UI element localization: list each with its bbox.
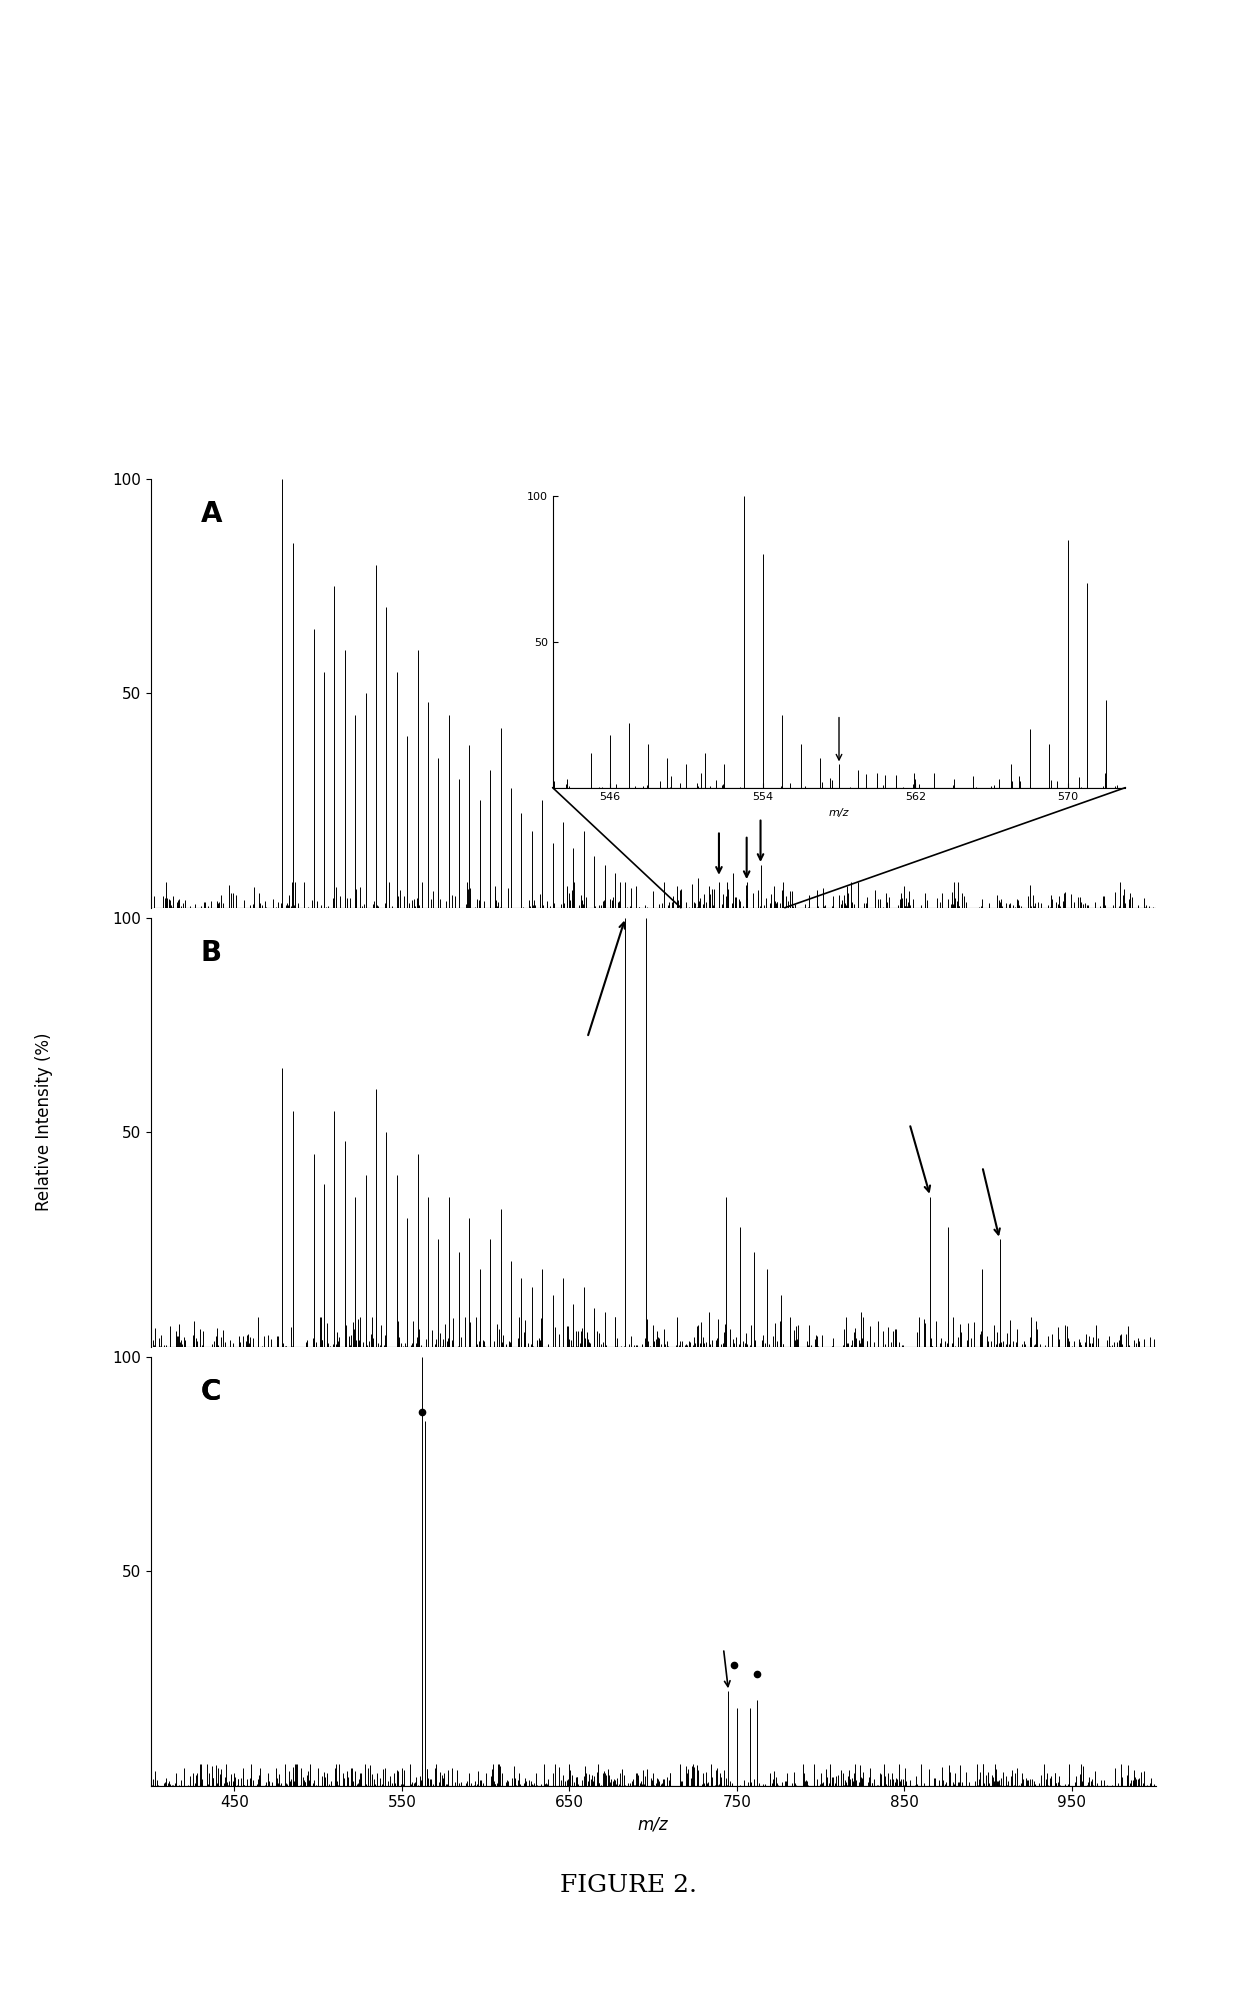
Text: C: C: [201, 1379, 221, 1406]
X-axis label: m/z: m/z: [638, 1815, 668, 1833]
Text: C: C: [201, 1379, 221, 1406]
Text: FIGURE 2.: FIGURE 2.: [559, 1873, 697, 1897]
Text: Relative Intensity (%): Relative Intensity (%): [35, 1033, 53, 1211]
Text: B: B: [201, 940, 222, 968]
Text: A: A: [201, 501, 222, 529]
